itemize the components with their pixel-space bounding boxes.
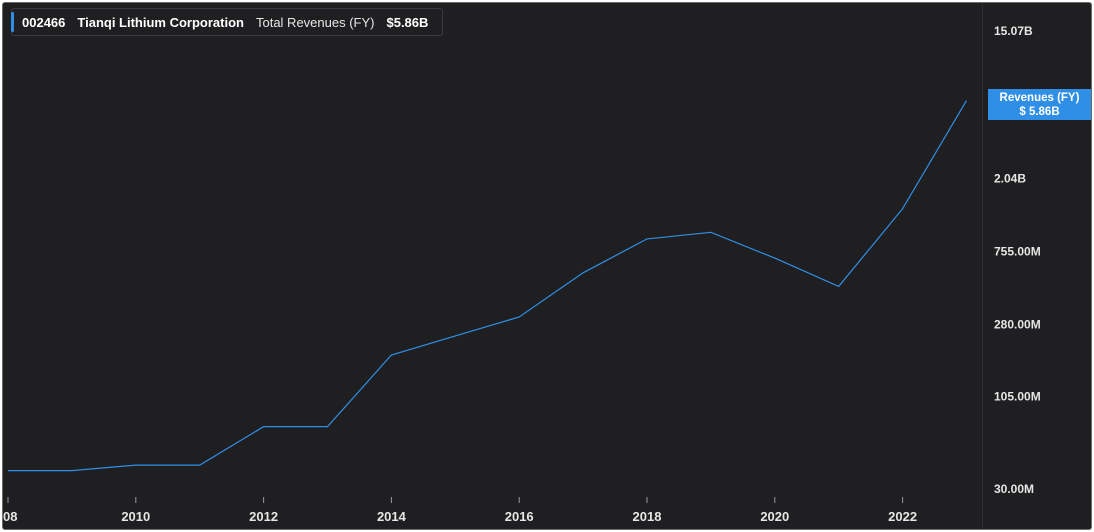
- y-tick-label: 280.00M: [994, 318, 1041, 332]
- legend[interactable]: 002466 Tianqi Lithium Corporation Total …: [11, 8, 444, 36]
- badge-title: Revenues (FY): [999, 91, 1080, 104]
- y-tick-label: 755.00M: [994, 244, 1041, 258]
- y-tick-label: 15.07B: [994, 24, 1033, 38]
- x-tick-label: 2022: [888, 509, 917, 524]
- y-axis-divider: [982, 3, 983, 529]
- legend-metric: Total Revenues (FY): [255, 14, 375, 30]
- badge-value: $ 5.86B: [1019, 105, 1060, 118]
- series-color-swatch: [11, 12, 14, 32]
- chart-plot: 15.07B 2.04B 755.00M 280.00M 105.00M 30.00M 0…: [3, 24, 1041, 524]
- y-tick-label: 2.04B: [994, 171, 1026, 185]
- x-tick-label: 08: [3, 509, 17, 524]
- x-tick-label: 2012: [249, 509, 278, 524]
- legend-value: $5.86B: [386, 14, 429, 30]
- revenue-series-line: [8, 100, 968, 472]
- x-tick-label: 2014: [377, 509, 407, 524]
- y-tick-label: 105.00M: [994, 390, 1041, 404]
- x-tick-label: 2010: [121, 509, 150, 524]
- y-tick-label: 30.00M: [994, 482, 1034, 496]
- x-tick-label: 2020: [760, 509, 789, 524]
- x-tick-label: 2016: [505, 509, 534, 524]
- last-value-badge: Revenues (FY) $ 5.86B: [988, 89, 1091, 120]
- legend-company: Tianqi Lithium Corporation: [77, 14, 244, 30]
- legend-ticker: 002466: [22, 14, 66, 30]
- x-tick-label: 2018: [633, 509, 662, 524]
